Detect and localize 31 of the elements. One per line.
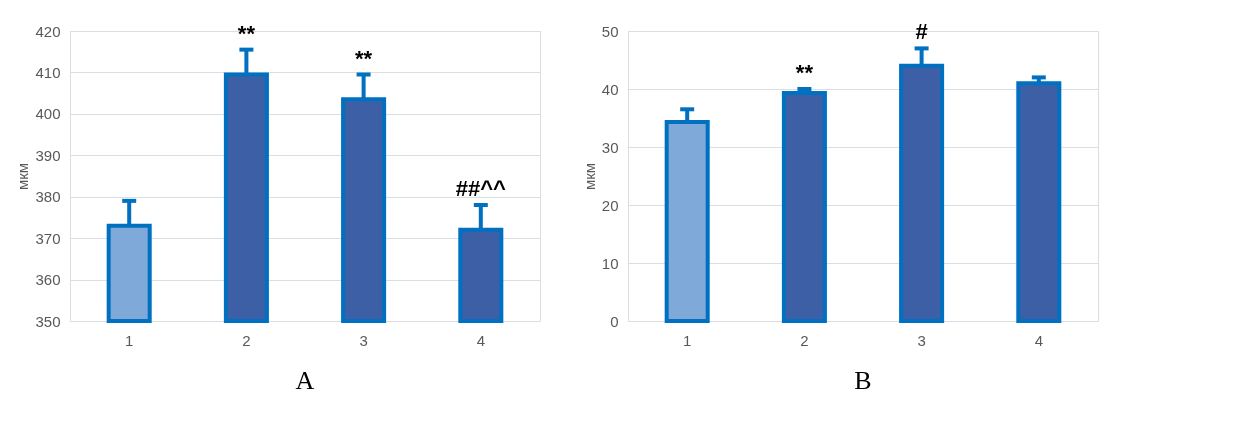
y-tick-label: 50 <box>601 22 619 40</box>
x-tick-label: 4 <box>476 331 485 349</box>
y-axis-title: мкм <box>580 162 598 191</box>
y-tick-label: 380 <box>35 188 61 206</box>
text: A <box>295 366 315 395</box>
x-tick-label: 3 <box>917 331 926 349</box>
data-label: # <box>915 19 928 45</box>
y-tick-label: 10 <box>601 254 619 272</box>
data-label: ** <box>237 20 256 46</box>
y-tick-label: 0 <box>610 312 619 330</box>
x-tick-label: 1 <box>683 331 692 349</box>
y-tick-label: 350 <box>35 312 61 330</box>
x-tick-label: 4 <box>1034 331 1043 349</box>
y-tick-label: 20 <box>601 196 619 214</box>
text: B <box>854 366 872 395</box>
y-tick-label: 390 <box>35 146 61 164</box>
y-tick-label: 370 <box>35 229 61 247</box>
x-tick-label: 2 <box>242 331 251 349</box>
x-tick-label: 2 <box>800 331 809 349</box>
y-tick-label: 400 <box>35 105 61 123</box>
y-tick-label: 410 <box>35 63 61 81</box>
y-tick-label: 30 <box>601 138 619 156</box>
y-tick-label: 40 <box>601 80 619 98</box>
data-label: ** <box>795 60 814 85</box>
y-axis-title: мкм <box>14 162 32 191</box>
x-tick-label: 3 <box>359 331 368 349</box>
x-tick-label: 1 <box>125 331 134 349</box>
y-tick-label: 420 <box>35 22 61 40</box>
data-label: ##^^ <box>455 176 507 201</box>
data-label: ** <box>355 45 373 71</box>
y-tick-label: 360 <box>35 271 61 289</box>
